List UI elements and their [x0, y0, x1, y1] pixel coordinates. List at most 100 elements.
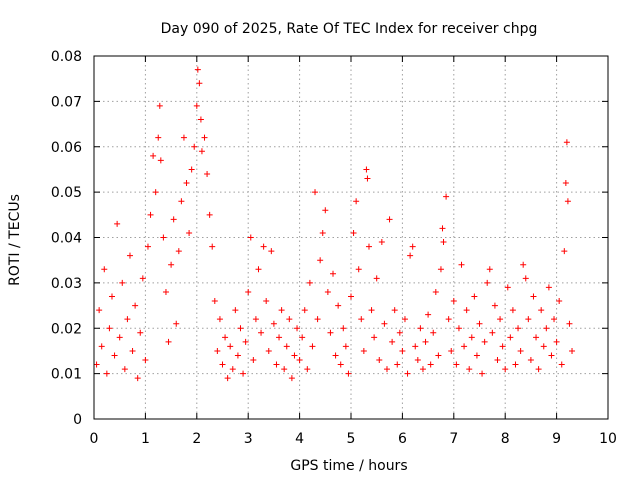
data-point: [126, 252, 133, 259]
data-point: [468, 334, 475, 341]
data-point: [304, 366, 311, 373]
data-point: [439, 225, 446, 232]
data-point: [383, 366, 390, 373]
data-point: [132, 302, 139, 309]
y-tick-label: 0.01: [51, 367, 82, 383]
x-tick-label: 3: [244, 431, 253, 447]
data-point: [234, 352, 241, 359]
data-point: [430, 329, 437, 336]
data-point: [371, 334, 378, 341]
data-point: [419, 366, 426, 373]
data-point: [152, 189, 159, 196]
data-point: [144, 243, 151, 250]
data-point: [114, 220, 121, 227]
data-point: [558, 361, 565, 368]
data-point: [291, 352, 298, 359]
data-point: [543, 325, 550, 332]
data-point: [396, 329, 403, 336]
data-point: [486, 266, 493, 273]
data-point: [399, 347, 406, 354]
x-tick-label: 10: [599, 431, 617, 447]
data-point: [258, 329, 265, 336]
data-point: [458, 261, 465, 268]
data-point: [214, 347, 221, 354]
data-point: [219, 361, 226, 368]
y-tick-label: 0.03: [51, 276, 82, 292]
data-point: [327, 329, 334, 336]
y-tick-label: 0.04: [51, 231, 82, 247]
data-point: [204, 170, 211, 177]
x-axis-label: GPS time / hours: [290, 458, 407, 474]
data-point: [250, 357, 257, 364]
data-point: [175, 248, 182, 255]
data-point: [93, 361, 100, 368]
data-point: [381, 320, 388, 327]
data-point: [527, 357, 534, 364]
data-point: [186, 229, 193, 236]
data-point: [180, 134, 187, 141]
data-point: [540, 343, 547, 350]
data-point: [494, 357, 501, 364]
data-point: [247, 234, 254, 241]
y-tick-label: 0: [73, 412, 82, 428]
data-point: [296, 357, 303, 364]
data-point: [173, 320, 180, 327]
data-point: [96, 307, 103, 314]
data-point: [412, 343, 419, 350]
data-point: [545, 284, 552, 291]
data-point: [121, 366, 128, 373]
x-tick-label: 7: [449, 431, 458, 447]
data-point: [335, 302, 342, 309]
data-point: [512, 361, 519, 368]
data-point: [471, 293, 478, 300]
data-point: [193, 102, 200, 109]
x-tick-label: 5: [347, 431, 356, 447]
data-point: [563, 139, 570, 146]
data-point: [139, 275, 146, 282]
x-tick-label: 8: [501, 431, 510, 447]
data-point: [422, 338, 429, 345]
x-tick-label: 0: [90, 431, 99, 447]
data-point: [569, 347, 576, 354]
data-point: [170, 216, 177, 223]
data-point: [548, 352, 555, 359]
data-point: [535, 366, 542, 373]
data-point: [240, 370, 247, 377]
data-point: [322, 207, 329, 214]
data-point: [111, 352, 118, 359]
data-point: [134, 375, 141, 382]
data-point: [538, 307, 545, 314]
data-point: [119, 279, 126, 286]
y-tick-label: 0.06: [51, 140, 82, 156]
data-point: [106, 325, 113, 332]
data-point: [224, 375, 231, 382]
data-point: [301, 307, 308, 314]
data-point: [466, 366, 473, 373]
data-point: [156, 102, 163, 109]
data-point: [525, 316, 532, 323]
data-point: [562, 180, 569, 187]
data-point: [124, 316, 131, 323]
data-point: [502, 366, 509, 373]
y-tick-label: 0.07: [51, 94, 82, 110]
data-point: [332, 352, 339, 359]
data-point: [450, 298, 457, 305]
data-point: [407, 252, 414, 259]
data-point: [509, 307, 516, 314]
data-point: [137, 329, 144, 336]
data-point: [211, 298, 218, 305]
data-point: [345, 370, 352, 377]
data-point: [561, 248, 568, 255]
data-point: [404, 370, 411, 377]
data-point: [276, 334, 283, 341]
data-point: [147, 211, 154, 218]
data-point: [330, 270, 337, 277]
data-point: [183, 180, 190, 187]
data-point: [391, 307, 398, 314]
grid-layer: [94, 56, 608, 419]
y-tick-label: 0.02: [51, 321, 82, 337]
data-point: [188, 166, 195, 173]
data-point: [386, 216, 393, 223]
data-point: [265, 347, 272, 354]
